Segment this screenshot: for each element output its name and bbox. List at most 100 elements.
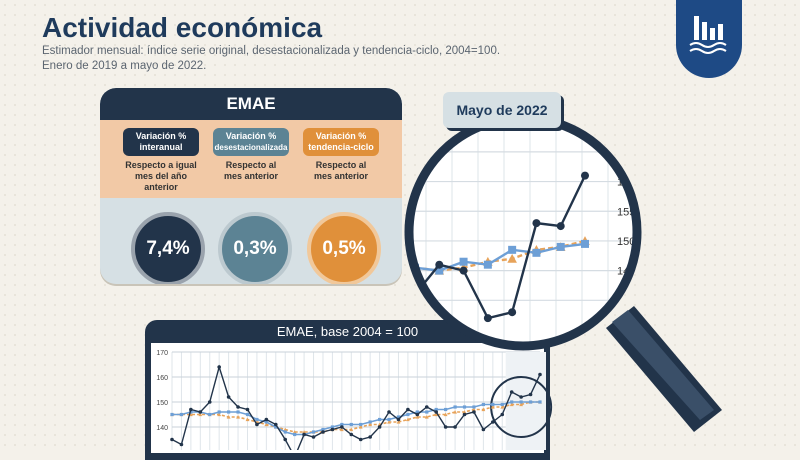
value-bubble-interanual: 7,4% bbox=[131, 212, 205, 284]
data-point bbox=[481, 402, 485, 407]
value-bubble-desestacionalizada: 0,3% bbox=[218, 212, 292, 284]
data-point bbox=[368, 420, 372, 424]
data-point bbox=[264, 422, 269, 427]
lens-data-point bbox=[459, 257, 468, 266]
data-point bbox=[273, 422, 278, 427]
data-point bbox=[321, 427, 325, 432]
data-point bbox=[406, 407, 410, 412]
chart-logo-icon bbox=[689, 16, 727, 54]
lens-data-point bbox=[581, 239, 589, 248]
data-point bbox=[425, 410, 429, 414]
data-point bbox=[415, 410, 419, 414]
data-point bbox=[340, 422, 344, 427]
data-point bbox=[491, 420, 495, 424]
main-chart-title: EMAE, base 2004 = 100 bbox=[276, 324, 419, 339]
zoom-ring bbox=[490, 376, 553, 438]
data-point bbox=[434, 412, 439, 417]
data-point bbox=[311, 430, 316, 434]
data-point bbox=[293, 432, 297, 437]
brand-logo bbox=[676, 0, 742, 78]
data-point bbox=[443, 425, 448, 429]
column-description-desestacionalizada: Respecto al mes anterior bbox=[213, 160, 289, 182]
lens-data-point bbox=[435, 260, 444, 269]
column-description-tendencia: Respecto al mes anterior bbox=[303, 160, 379, 182]
column-header-line: Variación % bbox=[315, 131, 367, 141]
data-point bbox=[236, 415, 240, 419]
data-point bbox=[236, 410, 240, 414]
data-point bbox=[330, 427, 335, 432]
lens-data-point bbox=[459, 266, 468, 275]
data-point bbox=[339, 427, 344, 432]
data-point bbox=[500, 412, 505, 417]
data-point bbox=[509, 402, 514, 407]
main-chart-panel bbox=[151, 343, 544, 453]
y-tick-label: 160 bbox=[156, 375, 168, 382]
data-point bbox=[396, 420, 401, 424]
description-line: mes del año bbox=[134, 171, 188, 181]
description-line: Respecto al bbox=[315, 160, 367, 170]
data-point bbox=[359, 422, 363, 427]
data-point bbox=[424, 405, 429, 409]
y-tick-label: 170 bbox=[156, 350, 168, 357]
column-header-line: Variación % bbox=[225, 131, 277, 141]
data-point bbox=[472, 407, 476, 412]
value-bubble-tendencia: 0,5% bbox=[307, 212, 381, 284]
magnifier-handle-shade bbox=[612, 310, 714, 420]
data-point bbox=[538, 400, 542, 404]
data-point bbox=[406, 412, 410, 417]
lens-series-line bbox=[414, 242, 586, 272]
data-point bbox=[207, 400, 212, 404]
data-point bbox=[179, 442, 184, 447]
y-tick-label: 140 bbox=[156, 425, 168, 432]
data-point bbox=[198, 412, 203, 417]
data-point bbox=[434, 407, 438, 412]
data-point bbox=[283, 437, 288, 442]
data-point bbox=[179, 412, 184, 417]
data-point bbox=[302, 430, 307, 434]
data-point bbox=[170, 412, 174, 417]
data-point bbox=[349, 422, 353, 427]
lens-y-tick-label: 165 bbox=[617, 147, 635, 159]
lens-data-point bbox=[532, 219, 541, 228]
data-point bbox=[415, 412, 420, 417]
data-point bbox=[462, 412, 467, 417]
data-point bbox=[274, 425, 278, 429]
data-point bbox=[490, 405, 495, 409]
column-header-line: Variación % bbox=[135, 131, 187, 141]
series-line bbox=[172, 401, 540, 433]
data-point bbox=[415, 415, 420, 419]
lens-data-point bbox=[508, 308, 517, 317]
lens-data-point bbox=[556, 242, 565, 251]
column-header-line: interanual bbox=[139, 142, 183, 152]
data-point bbox=[519, 400, 523, 404]
column-header-line: desestacionalizada bbox=[214, 143, 288, 152]
data-point bbox=[264, 420, 268, 424]
data-point bbox=[217, 412, 222, 417]
lens-data-point bbox=[508, 245, 517, 254]
page-title: Actividad económica bbox=[42, 12, 323, 43]
data-point bbox=[255, 422, 259, 427]
page-subtitle: Estimador mensual: índice serie original… bbox=[42, 45, 501, 57]
page-subtitle-period: Enero de 2019 a mayo de 2022. bbox=[42, 60, 207, 72]
data-point bbox=[462, 410, 467, 414]
data-point bbox=[462, 405, 467, 409]
lens-series-line bbox=[414, 175, 587, 320]
data-point bbox=[500, 402, 504, 407]
column-header-line: tendencia-ciclo bbox=[308, 142, 374, 152]
data-point bbox=[453, 410, 457, 414]
description-line: mes anterior bbox=[223, 171, 279, 181]
data-point bbox=[481, 407, 486, 412]
data-point bbox=[444, 407, 448, 412]
data-point bbox=[217, 365, 221, 369]
data-point bbox=[264, 417, 269, 422]
data-point bbox=[358, 437, 363, 442]
data-point bbox=[472, 405, 476, 409]
data-point bbox=[170, 437, 174, 442]
data-point bbox=[245, 407, 250, 412]
data-point bbox=[500, 405, 505, 409]
data-point bbox=[349, 427, 354, 432]
data-point bbox=[292, 430, 297, 434]
series-line bbox=[172, 401, 540, 436]
data-point bbox=[227, 410, 231, 414]
